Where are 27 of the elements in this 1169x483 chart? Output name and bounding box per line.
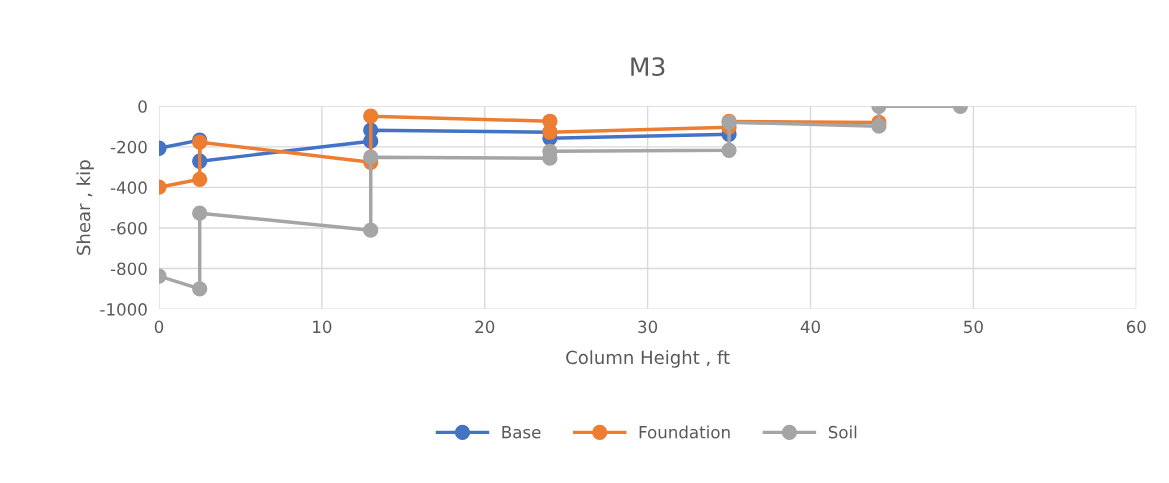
- x-tick-label: 30: [638, 320, 658, 334]
- y-tick-label: -400: [110, 181, 147, 194]
- y-tick-label: -200: [110, 140, 147, 154]
- y-tick-label: -1000: [100, 303, 147, 316]
- point: [192, 281, 208, 297]
- y-axis-title: Shear , kip: [76, 160, 94, 255]
- point: [192, 205, 208, 221]
- y-tick-label: -600: [110, 221, 147, 235]
- x-tick-label: 40: [800, 320, 820, 334]
- y-tick-label: 0: [138, 100, 147, 113]
- y-tick-label: -800: [110, 262, 147, 276]
- x-tick-label: 0: [154, 320, 164, 334]
- chart-title: M3: [631, 57, 665, 77]
- point: [721, 142, 737, 158]
- x-tick-label: 50: [964, 320, 983, 334]
- point: [363, 222, 379, 238]
- point: [871, 118, 887, 134]
- x-tick-label: 10: [313, 320, 332, 334]
- point: [363, 108, 379, 124]
- x-tick-label: 60: [1126, 320, 1146, 334]
- x-tick-label: 20: [475, 320, 495, 334]
- point: [363, 149, 379, 165]
- legend-label: Soil: [828, 425, 857, 439]
- point: [192, 171, 208, 187]
- legend-label: Foundation: [639, 425, 730, 439]
- x-axis-title: Column Height , ft: [566, 350, 730, 368]
- legend-label: Base: [502, 426, 541, 439]
